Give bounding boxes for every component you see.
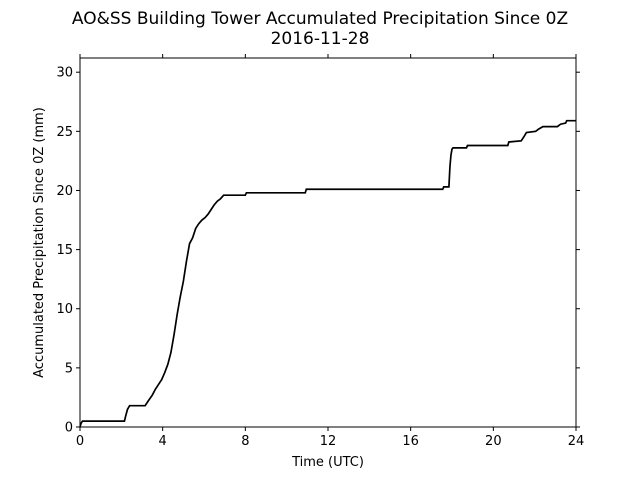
chart-subtitle: 2016-11-28 [271,29,370,49]
y-tick-label: 20 [56,184,73,199]
y-tick-label: 15 [56,243,73,258]
x-tick-label: 12 [320,434,337,449]
x-tick-label: 0 [76,434,84,449]
y-tick-label: 10 [56,302,73,317]
x-tick-label: 16 [402,434,419,449]
x-tick-label: 24 [568,434,585,449]
precipitation-series-line [79,119,576,428]
y-tick-label: 5 [65,361,73,376]
axis-tick-labels: 0 4 8 12 16 20 24 0 5 10 15 20 25 30 [56,66,584,449]
chart-title: AO&SS Building Tower Accumulated Precipi… [72,9,568,29]
y-tick-label: 25 [56,125,73,140]
y-tick-label: 30 [56,66,73,81]
x-tick-label: 8 [241,434,249,449]
y-axis-label: Accumulated Precipitation Since 0Z (mm) [32,107,47,378]
x-tick-label: 20 [485,434,502,449]
x-tick-label: 4 [159,434,167,449]
axis-ticks [76,54,580,431]
plot-frame [79,57,577,428]
x-axis-label: Time (UTC) [291,455,364,470]
y-tick-label: 0 [65,421,73,436]
